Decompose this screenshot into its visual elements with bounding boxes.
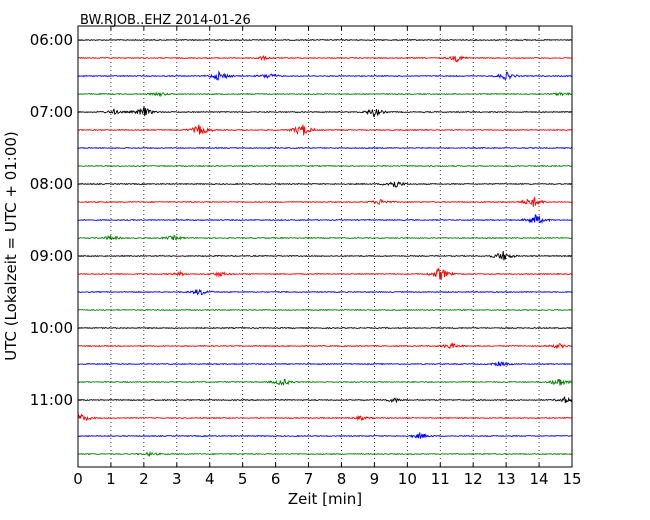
x-tick-label: 10 [398, 470, 417, 488]
y-tick-label: 09:00 [30, 247, 73, 265]
trace-11:00 [77, 395, 573, 404]
x-tick-label: 8 [337, 470, 347, 488]
x-tick-label: 1 [106, 470, 116, 488]
chart-title: BW.RJOB..EHZ 2014-01-26 [80, 13, 251, 28]
trace-08:15 [77, 196, 573, 208]
seismic-traces [77, 38, 573, 458]
x-tick-label: 0 [73, 470, 83, 488]
trace-11:15 [77, 413, 573, 422]
trace-11:45 [77, 450, 573, 458]
y-tick-label: 08:00 [30, 175, 73, 193]
x-axis-ticks: 0 1 2 3 4 5 6 7 8 9 10 11 12 13 14 15 [73, 26, 582, 488]
y-tick-label: 10:00 [30, 319, 73, 337]
trace-07:45 [77, 164, 573, 168]
x-tick-label: 7 [304, 470, 314, 488]
x-tick-label: 3 [172, 470, 182, 488]
y-axis-ticks: 06:00 07:00 08:00 09:00 10:00 11:00 [30, 31, 572, 409]
y-tick-label: 07:00 [30, 103, 73, 121]
trace-10:15 [77, 342, 573, 350]
x-tick-label: 5 [238, 470, 248, 488]
x-tick-label: 6 [271, 470, 281, 488]
x-tick-label: 15 [562, 470, 581, 488]
trace-08:30 [77, 214, 573, 225]
trace-09:15 [77, 267, 573, 281]
trace-06:15 [77, 55, 573, 63]
x-tick-label: 2 [139, 470, 149, 488]
x-tick-label: 11 [431, 470, 450, 488]
x-tick-label: 13 [497, 470, 516, 488]
x-tick-label: 12 [464, 470, 483, 488]
trace-06:45 [77, 91, 573, 98]
y-tick-label: 06:00 [30, 31, 73, 49]
x-tick-label: 4 [205, 470, 215, 488]
y-axis-label: UTC (Lokalzeit = UTC + 01:00) [2, 131, 20, 361]
x-axis-label: Zeit [min] [288, 490, 362, 508]
plot-frame [77, 25, 573, 468]
trace-06:00 [77, 38, 573, 42]
grid-lines [110, 26, 540, 467]
trace-07:30 [77, 146, 573, 150]
trace-08:45 [77, 234, 573, 241]
trace-09:45 [77, 308, 573, 312]
trace-10:30 [77, 361, 572, 367]
trace-07:15 [77, 124, 573, 136]
trace-07:00 [77, 105, 573, 118]
trace-08:00 [77, 181, 573, 188]
trace-09:00 [77, 250, 573, 261]
y-tick-label: 11:00 [30, 391, 73, 409]
trace-11:30 [77, 431, 573, 439]
x-tick-label: 9 [370, 470, 380, 488]
trace-06:30 [77, 70, 573, 82]
trace-10:00 [77, 326, 573, 330]
trace-10:45 [77, 378, 573, 386]
trace-09:30 [77, 288, 573, 296]
x-tick-label: 14 [530, 470, 549, 488]
